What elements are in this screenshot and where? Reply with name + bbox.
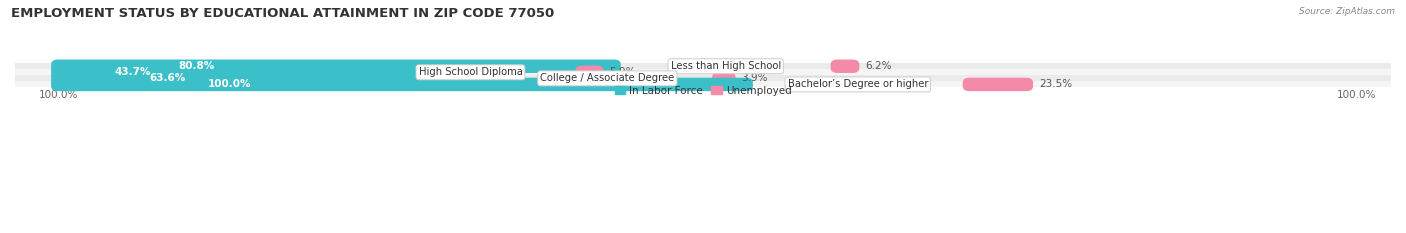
FancyBboxPatch shape: [15, 69, 1391, 75]
FancyBboxPatch shape: [15, 81, 1391, 87]
Text: Source: ZipAtlas.com: Source: ZipAtlas.com: [1299, 7, 1395, 16]
Text: 63.6%: 63.6%: [149, 73, 186, 83]
Text: EMPLOYMENT STATUS BY EDUCATIONAL ATTAINMENT IN ZIP CODE 77050: EMPLOYMENT STATUS BY EDUCATIONAL ATTAINM…: [11, 7, 554, 20]
FancyBboxPatch shape: [831, 59, 859, 73]
FancyBboxPatch shape: [575, 65, 603, 79]
Text: High School Diploma: High School Diploma: [419, 67, 523, 77]
Text: College / Associate Degree: College / Associate Degree: [540, 73, 675, 83]
Text: 100.0%: 100.0%: [208, 79, 252, 89]
FancyBboxPatch shape: [51, 59, 621, 73]
Text: Bachelor’s Degree or higher: Bachelor’s Degree or higher: [787, 79, 928, 89]
Text: 6.2%: 6.2%: [865, 61, 891, 71]
Legend: In Labor Force, Unemployed: In Labor Force, Unemployed: [610, 82, 796, 100]
Text: 43.7%: 43.7%: [115, 67, 152, 77]
FancyBboxPatch shape: [51, 78, 752, 91]
FancyBboxPatch shape: [963, 78, 1033, 91]
FancyBboxPatch shape: [15, 75, 1391, 81]
FancyBboxPatch shape: [713, 72, 735, 85]
Text: 80.8%: 80.8%: [179, 61, 215, 71]
FancyBboxPatch shape: [51, 65, 366, 79]
Text: Less than High School: Less than High School: [671, 61, 780, 71]
FancyBboxPatch shape: [15, 63, 1391, 69]
FancyBboxPatch shape: [51, 72, 502, 85]
Text: 3.9%: 3.9%: [741, 73, 768, 83]
Text: 23.5%: 23.5%: [1039, 79, 1073, 89]
Text: 5.9%: 5.9%: [609, 67, 636, 77]
